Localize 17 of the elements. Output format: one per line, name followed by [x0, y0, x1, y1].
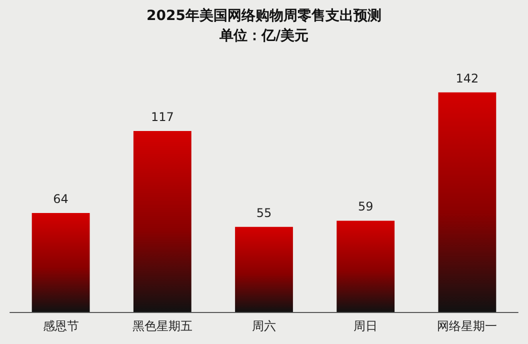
x-tick-label: 黑色星期五 — [132, 319, 192, 333]
bar — [336, 220, 395, 312]
chart-title: 2025年美国网络购物周零售支出预测 — [146, 7, 382, 24]
data-label: 64 — [53, 192, 68, 206]
x-tick-label: 网络星期一 — [437, 319, 498, 333]
bar — [32, 213, 90, 312]
data-label: 55 — [256, 206, 272, 220]
x-tick-label: 周日 — [354, 319, 378, 333]
bar — [133, 131, 192, 312]
x-tick-label: 感恩节 — [42, 319, 79, 333]
x-tick-label: 周六 — [252, 319, 276, 333]
data-label: 142 — [456, 71, 479, 86]
data-label: 59 — [358, 200, 374, 214]
data-label: 117 — [150, 110, 174, 124]
bar — [438, 92, 496, 312]
bar — [235, 226, 293, 312]
chart-subtitle: 单位：亿/美元 — [218, 27, 309, 44]
